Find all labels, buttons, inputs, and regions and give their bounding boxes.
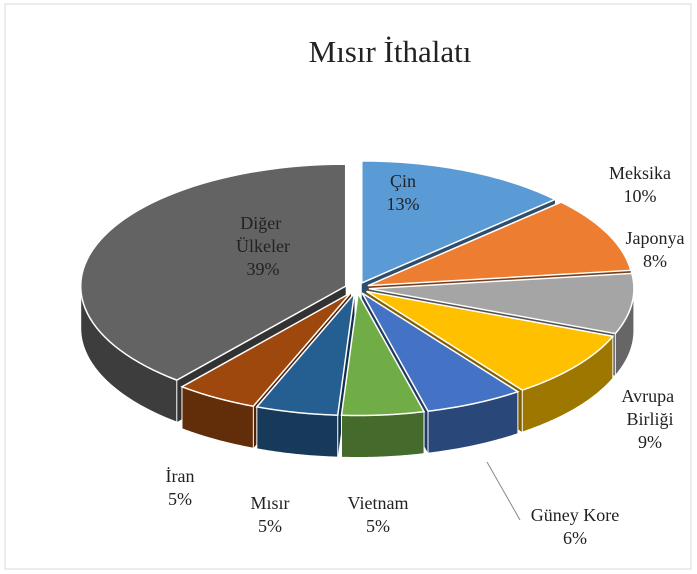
category-label: Diğer Ülkeler	[236, 213, 290, 256]
category-label: Çin	[390, 171, 416, 191]
slice	[255, 290, 356, 416]
slice	[366, 290, 615, 391]
category-label: Avrupa Birliği	[621, 386, 678, 429]
value-label: 5%	[168, 489, 192, 509]
value-label: 39%	[247, 259, 280, 279]
leader-line	[486, 461, 521, 521]
value-label: 9%	[638, 432, 662, 452]
slice	[180, 292, 352, 408]
slice	[367, 201, 632, 287]
slice-side	[340, 411, 425, 459]
value-label: 6%	[563, 528, 587, 548]
value-label: 10%	[624, 186, 657, 206]
value-label: 5%	[366, 516, 390, 536]
category-label: Vietnam	[348, 493, 409, 513]
slice	[361, 292, 520, 412]
slice	[80, 163, 347, 381]
category-label: İran	[166, 466, 195, 486]
chart-title: Mısır İthalatı	[309, 34, 472, 69]
slice	[368, 272, 635, 335]
category-label: Güney Kore	[531, 505, 619, 525]
category-label: Meksika	[609, 163, 671, 183]
slice	[340, 291, 426, 417]
slices	[80, 160, 635, 459]
category-label: Japonya	[626, 228, 685, 248]
value-label: 13%	[387, 194, 420, 214]
value-label: 5%	[258, 516, 282, 536]
category-label: Mısır	[250, 493, 289, 513]
slice	[361, 160, 557, 285]
value-label: 8%	[643, 251, 667, 271]
